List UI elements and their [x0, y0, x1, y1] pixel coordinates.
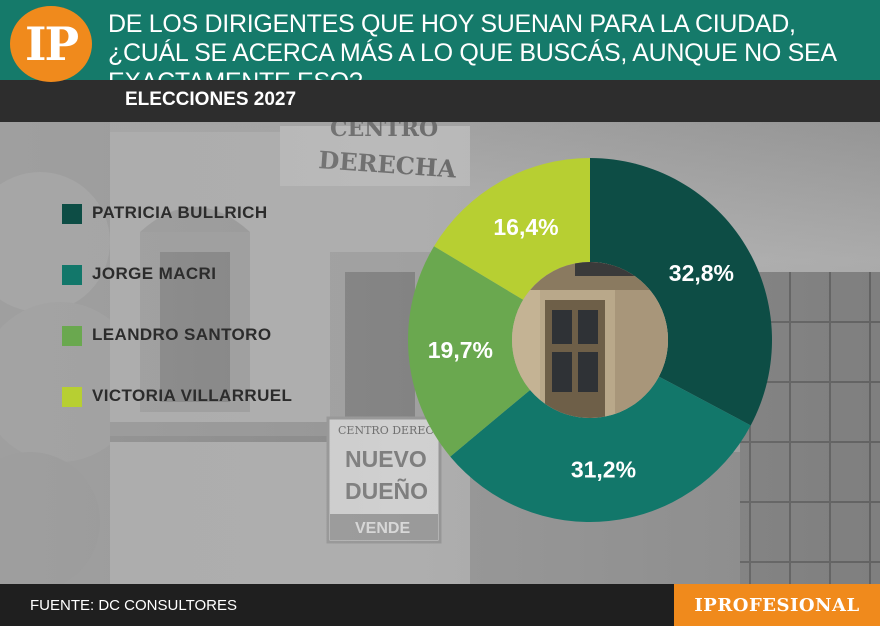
slice-value-label: 32,8%	[669, 260, 734, 286]
legend-item-villarruel: VICTORIA VILLARRUEL	[62, 385, 362, 409]
legend-swatch	[62, 387, 82, 407]
legend-swatch	[62, 326, 82, 346]
legend-item-santoro: LEANDRO SANTORO	[62, 324, 362, 348]
slice-value-label: 19,7%	[428, 337, 493, 363]
donut-slice-4	[434, 158, 590, 300]
source-text: FUENTE: DC CONSULTORES	[30, 597, 237, 614]
donut-slice-1	[590, 158, 773, 426]
ip-logo: IP	[10, 6, 92, 82]
legend-swatch	[62, 265, 82, 285]
chart-subtitle: ELECCIONES 2027	[125, 89, 297, 110]
legend-label: VICTORIA VILLARRUEL	[92, 386, 293, 405]
brand-text: IPROFESIONAL	[694, 594, 860, 616]
slice-value-label: 31,2%	[571, 456, 636, 482]
legend-label: JORGE MACRI	[92, 264, 217, 283]
legend-swatch	[62, 204, 82, 224]
chart-title: DE LOS DIRIGENTES QUE HOY SUENAN PARA LA…	[108, 10, 836, 96]
legend-label: PATRICIA BULLRICH	[92, 203, 268, 222]
brand-logo: IPROFESIONAL	[674, 584, 880, 626]
footer-bar: FUENTE: DC CONSULTORES IPROFESIONAL	[0, 584, 880, 626]
logo-text: IP	[24, 17, 79, 71]
header-bar: DE LOS DIRIGENTES QUE HOY SUENAN PARA LA…	[0, 0, 880, 96]
donut-slice-3	[408, 246, 531, 457]
legend-item-macri: JORGE MACRI	[62, 263, 362, 287]
donut-slice-2	[450, 376, 751, 522]
slice-value-label: 16,4%	[493, 214, 558, 240]
legend-item-bullrich: PATRICIA BULLRICH	[62, 202, 362, 226]
center-photo	[512, 262, 668, 418]
legend-label: LEANDRO SANTORO	[92, 325, 272, 344]
subtitle-bar: ELECCIONES 2027	[0, 80, 880, 122]
